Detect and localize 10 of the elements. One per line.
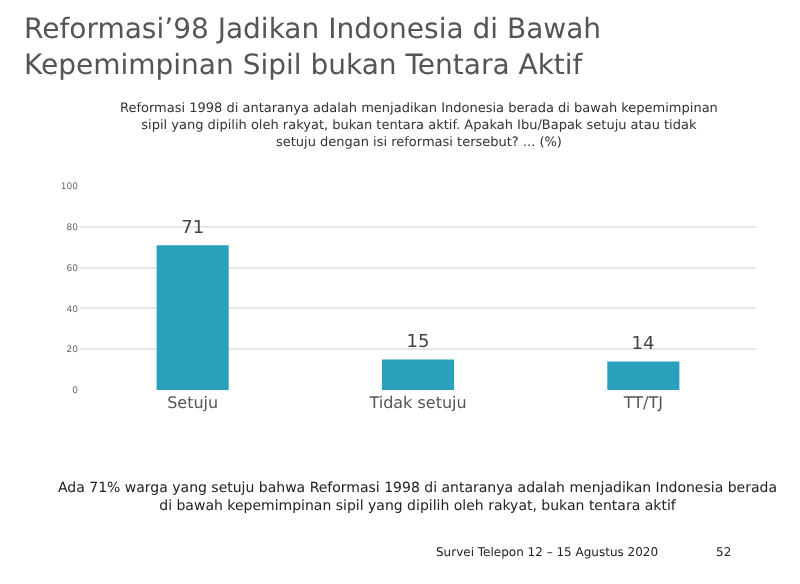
x-tick-label: TT/TJ (621, 394, 663, 412)
data-label: 71 (181, 219, 205, 240)
bar (607, 361, 680, 390)
data-label: 15 (406, 333, 430, 354)
data-label: 14 (631, 335, 656, 356)
x-tick-label: Setuju (167, 394, 219, 412)
bar (381, 359, 455, 390)
chart-title: Reformasi’98 Jadikan Indonesia di Bawah Kepemimpinan Sipil bukan Tentara Aktif (24, 13, 602, 83)
x-tick-label: Tidak setuju (367, 394, 467, 412)
bar (156, 245, 229, 390)
